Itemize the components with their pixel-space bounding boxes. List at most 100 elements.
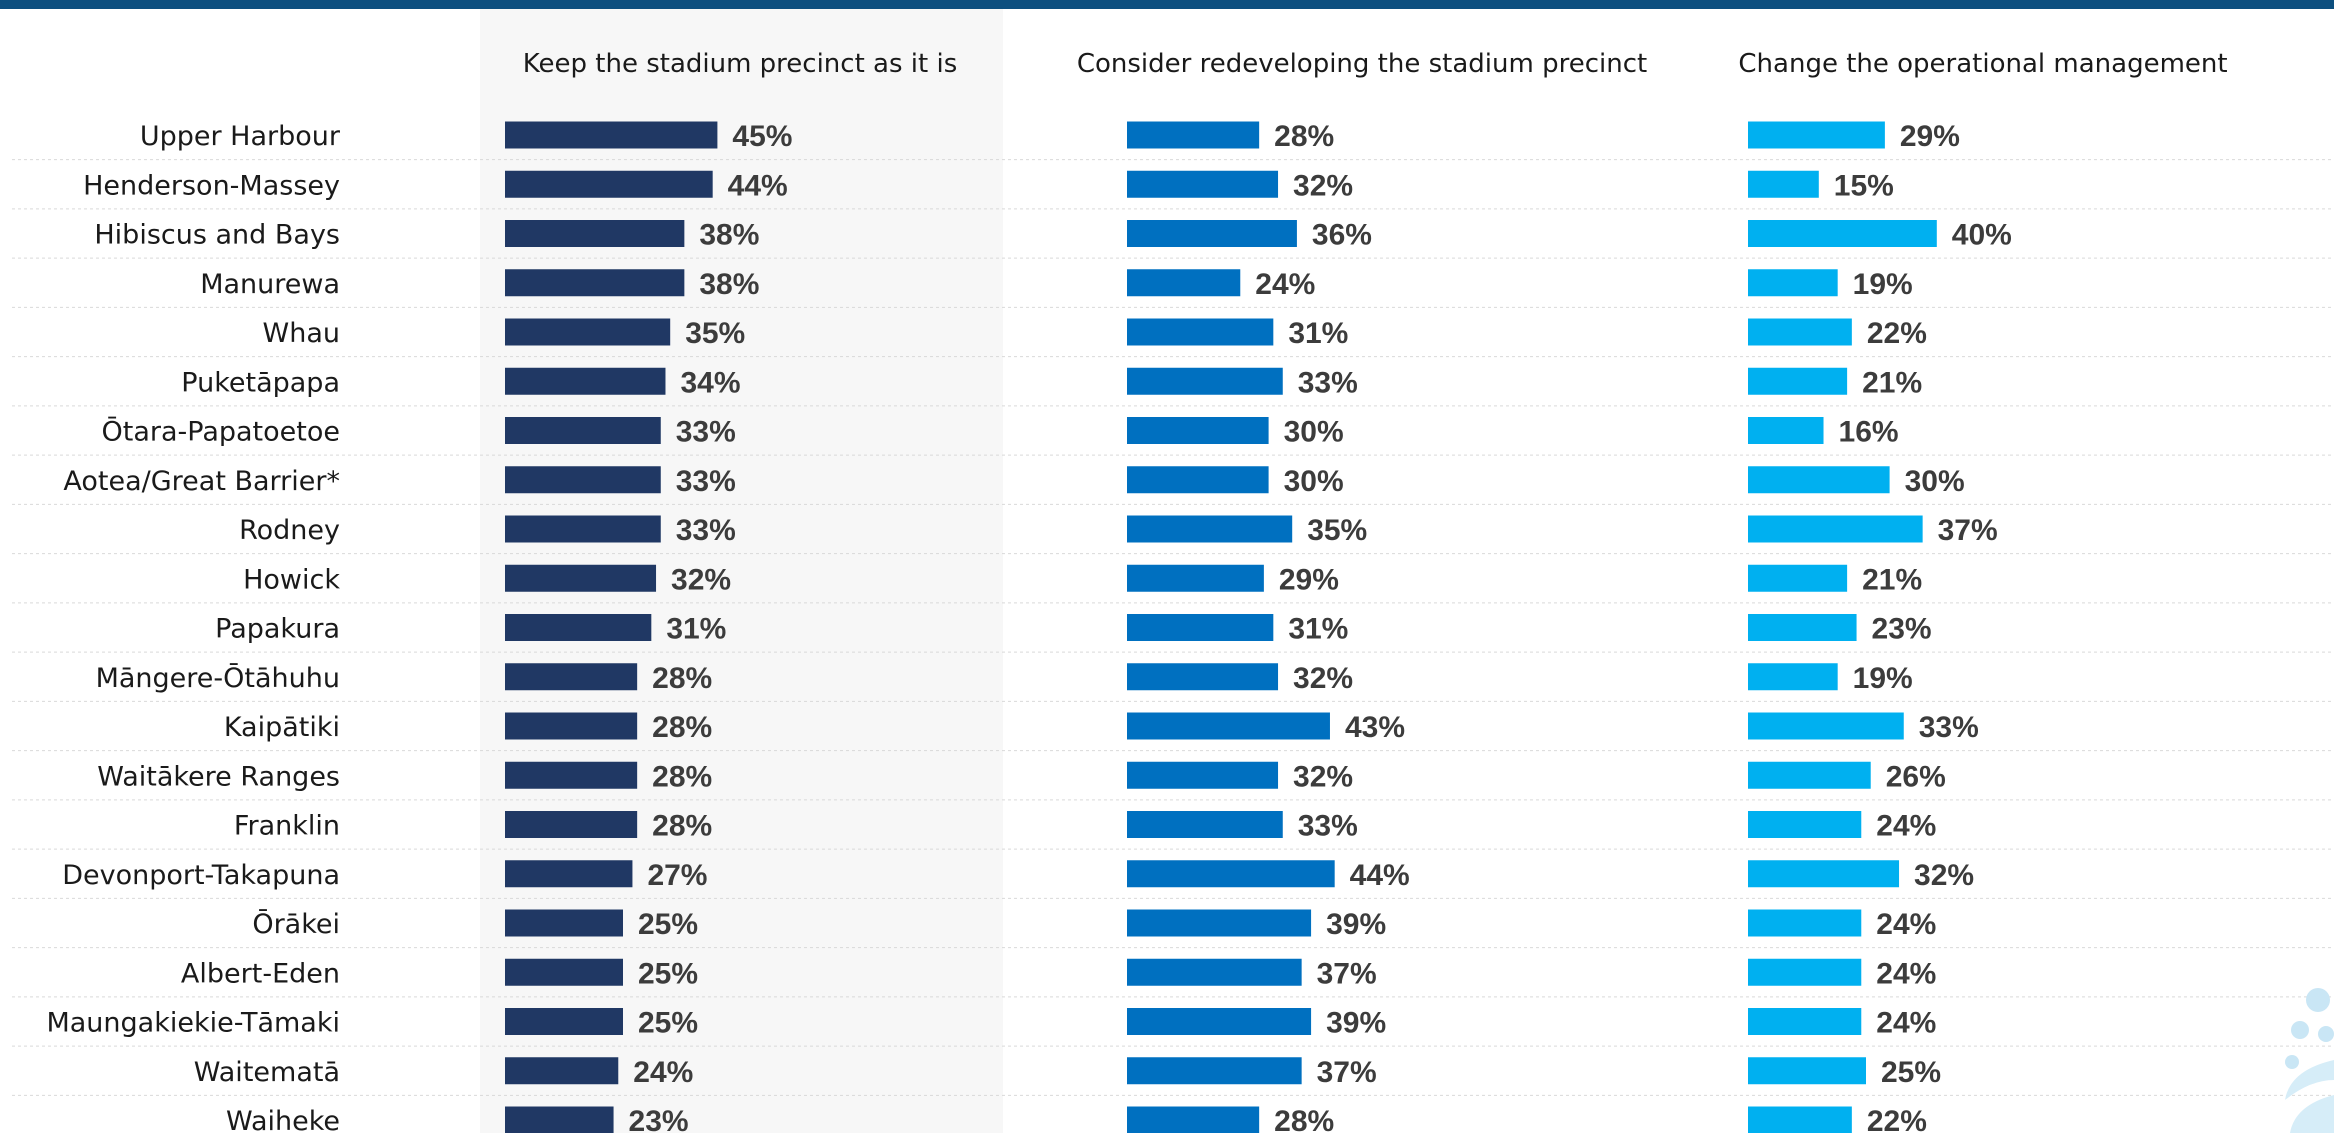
category-label: Waiheke [226,1106,340,1133]
bar [505,367,666,395]
data-label: 28% [1274,1105,1334,1133]
table-row: Kaipātiki 28% 43% 33% [224,711,1979,744]
bar [505,318,671,346]
category-label: Whau [263,318,340,349]
series-header: Change the operational management [1738,49,2227,79]
data-label: 38% [699,219,759,252]
bar [505,909,623,937]
table-row: Upper Harbour 45% 28% 29% [140,120,1960,153]
bar [1127,909,1312,937]
data-label: 31% [666,613,726,646]
category-label: Manurewa [200,269,340,300]
data-label: 30% [1284,465,1344,498]
bar [1127,1106,1260,1133]
table-row: Rodney 33% 35% 37% [239,514,1998,547]
table-row: Howick 32% 29% 21% [243,563,1922,596]
category-label: Waitematā [194,1057,340,1088]
bar [1127,958,1302,986]
data-label: 45% [732,120,792,153]
data-label: 40% [1952,219,2012,252]
series-header: Consider redeveloping the stadium precin… [1077,49,1647,79]
bar [1748,466,1890,494]
data-label: 38% [699,268,759,301]
bar [1127,663,1279,691]
data-label: 37% [1317,1056,1377,1089]
bar [1127,811,1283,838]
table-row: Albert-Eden 25% 37% 24% [181,957,1936,990]
bar [1748,1008,1862,1035]
category-label: Henderson-Massey [83,170,340,201]
data-label: 35% [1307,514,1367,547]
table-row: Ōrākei 25% 39% 24% [252,908,1936,941]
fern-logo-icon [2285,988,2334,1133]
bar [1127,220,1297,247]
bar [1748,909,1862,937]
data-label: 32% [1293,169,1353,202]
table-row: Devonport-Takapuna 27% 44% 32% [62,859,1974,892]
bar [505,614,652,641]
data-label: 43% [1345,711,1405,744]
bar [1127,515,1293,543]
table-row: Puketāpapa 34% 33% 21% [181,366,1922,399]
data-label: 34% [680,366,740,399]
data-label: 15% [1834,169,1894,202]
bar [1127,367,1283,395]
bar [1748,269,1838,297]
bar [1748,220,1937,247]
category-label: Devonport-Takapuna [62,860,340,891]
data-label: 44% [728,169,788,202]
data-label: 24% [1876,908,1936,941]
data-label: 32% [1293,760,1353,793]
table-row: Waitākere Ranges 28% 32% 26% [97,760,1946,793]
data-label: 24% [1876,810,1936,843]
bar [1748,1106,1852,1133]
category-label: Albert-Eden [181,958,340,989]
category-label: Howick [243,564,340,595]
bar [1127,1057,1302,1085]
bar [1748,1057,1866,1085]
table-row: Waiheke 23% 28% 22% [226,1105,1927,1133]
data-label: 26% [1886,760,1946,793]
category-label: Waitākere Ranges [97,761,340,792]
category-label: Maungakiekie-Tāmaki [46,1008,340,1039]
data-label: 37% [1317,957,1377,990]
bar [1748,712,1904,740]
category-label: Puketāpapa [181,367,340,398]
bar [1127,318,1274,346]
data-label: 33% [676,514,736,547]
bar [1748,515,1923,543]
data-label: 25% [638,908,698,941]
data-label: 19% [1853,268,1913,301]
bar [1127,170,1279,198]
table-row: Maungakiekie-Tāmaki 25% 39% 24% [46,1007,1936,1040]
bar [1748,367,1848,395]
data-label: 23% [1872,613,1932,646]
data-label: 24% [1255,268,1315,301]
bar [1748,170,1819,198]
bar [1748,663,1838,691]
top-rule [0,0,2334,9]
data-label: 36% [1312,219,1372,252]
bar [505,121,718,149]
bar [1748,958,1862,986]
data-label: 23% [629,1105,689,1133]
category-label: Hibiscus and Bays [94,220,340,251]
series-header: Keep the stadium precinct as it is [523,49,957,79]
table-row: Hibiscus and Bays 38% 36% 40% [94,219,2011,252]
data-label: 24% [1876,957,1936,990]
bar [1127,712,1330,740]
data-label: 25% [1881,1056,1941,1089]
data-label: 37% [1938,514,1998,547]
table-row: Henderson-Massey 44% 32% 15% [83,169,1894,202]
bar [1127,121,1260,149]
bar [505,958,623,986]
table-row: Waitematā 24% 37% 25% [194,1056,1941,1089]
data-label: 44% [1350,859,1410,892]
data-label: 32% [1914,859,1974,892]
data-label: 39% [1326,1007,1386,1040]
data-label: 31% [1288,613,1348,646]
bar [505,515,661,543]
data-label: 24% [633,1056,693,1089]
category-label: Ōtara-Papatoetoe [101,417,340,448]
